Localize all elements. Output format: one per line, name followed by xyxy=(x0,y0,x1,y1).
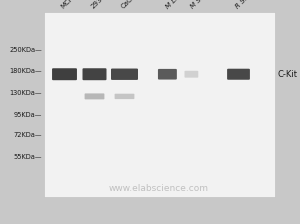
Text: M Skin: M Skin xyxy=(189,0,210,10)
FancyBboxPatch shape xyxy=(82,68,106,80)
FancyBboxPatch shape xyxy=(158,69,177,80)
FancyBboxPatch shape xyxy=(52,68,77,80)
Text: 250KDa—: 250KDa— xyxy=(9,47,42,53)
Text: 95KDa—: 95KDa— xyxy=(14,112,42,118)
Text: 55KDa—: 55KDa— xyxy=(14,154,42,160)
Text: R Skin: R Skin xyxy=(234,0,254,10)
FancyBboxPatch shape xyxy=(85,93,104,99)
FancyBboxPatch shape xyxy=(111,69,138,80)
FancyBboxPatch shape xyxy=(184,71,198,78)
Text: 130KDa—: 130KDa— xyxy=(10,90,42,96)
Text: CaCo2: CaCo2 xyxy=(120,0,140,10)
Text: www.elabscience.com: www.elabscience.com xyxy=(109,184,209,193)
Text: 180KDa—: 180KDa— xyxy=(9,67,42,73)
Text: 72KDa—: 72KDa— xyxy=(14,132,42,138)
Text: C-Kit: C-Kit xyxy=(278,70,298,79)
FancyBboxPatch shape xyxy=(227,69,250,80)
Text: 293T: 293T xyxy=(90,0,107,10)
Bar xyxy=(44,12,274,197)
Text: MCF-7: MCF-7 xyxy=(60,0,80,10)
Text: M Lung: M Lung xyxy=(165,0,188,10)
FancyBboxPatch shape xyxy=(115,94,134,99)
